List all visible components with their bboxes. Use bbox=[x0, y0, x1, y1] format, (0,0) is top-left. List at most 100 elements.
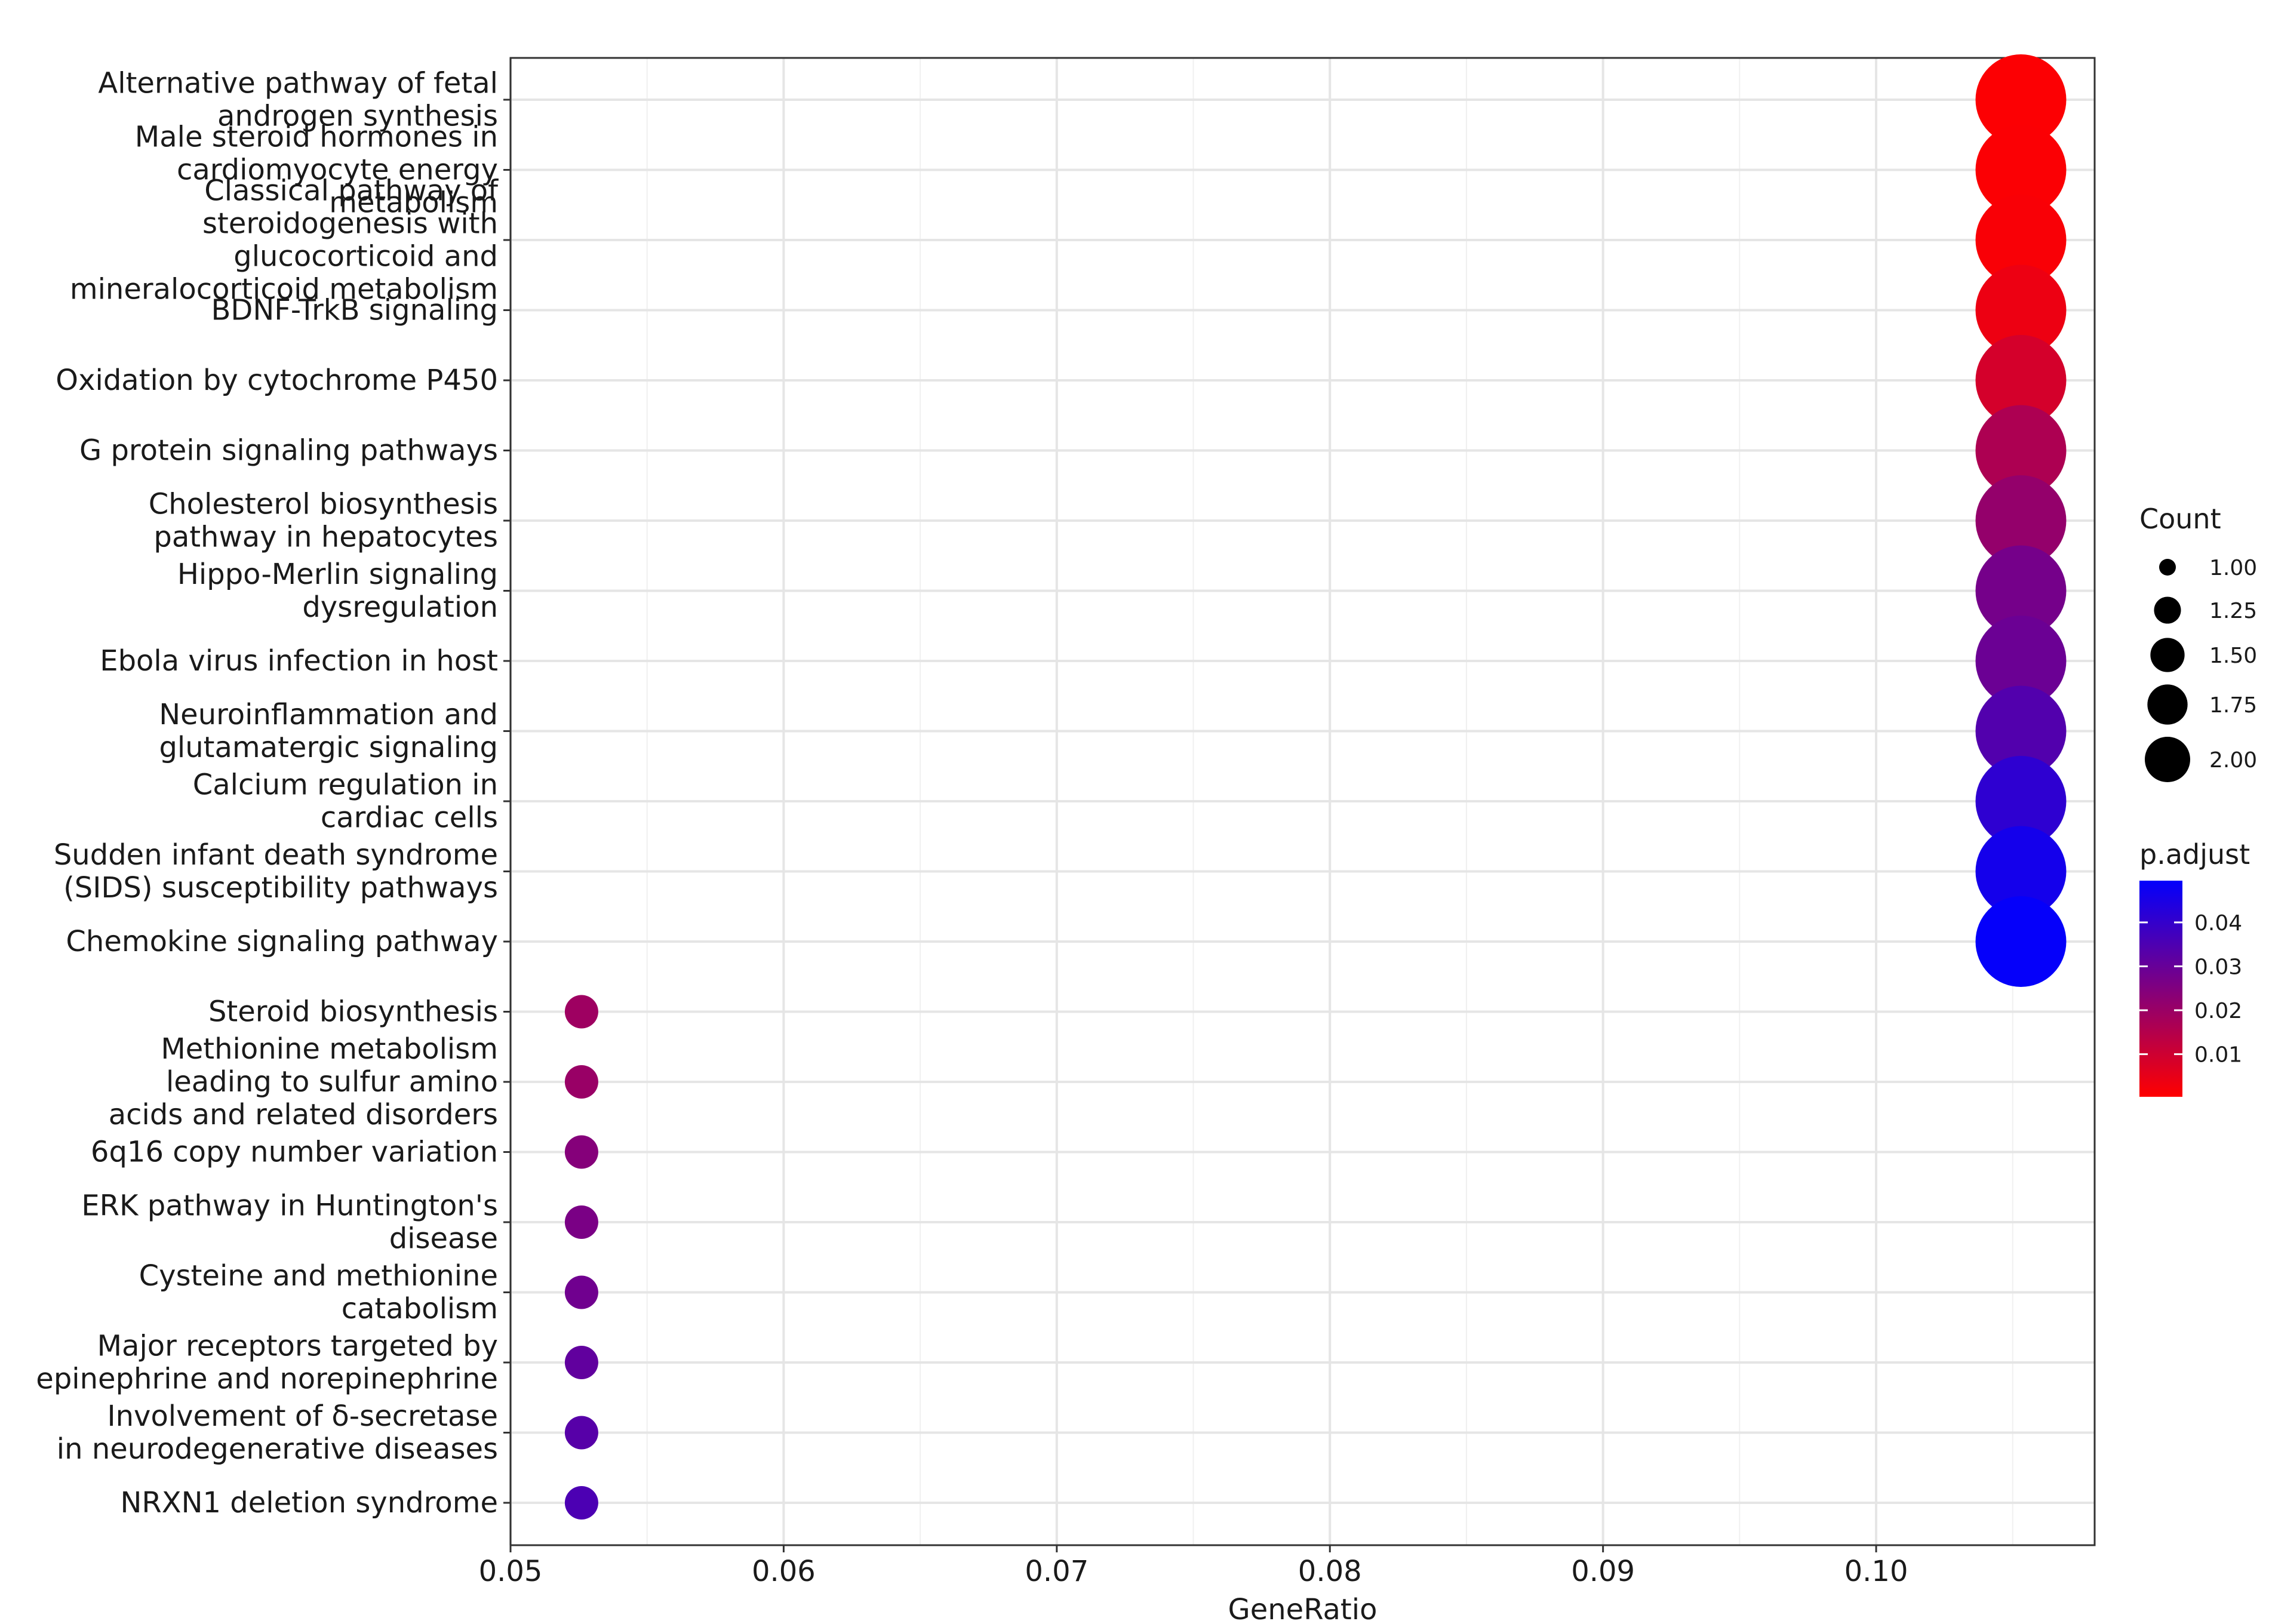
y-tick-label-line: G protein signaling pathways bbox=[79, 434, 498, 467]
count-legend: Count 1.00 1.25 1.50 1.75 2.00 bbox=[2139, 503, 2257, 782]
y-tick-label: Hippo-Merlin signaling dysregulation bbox=[177, 558, 498, 624]
y-tick-label: G protein signaling pathways bbox=[79, 434, 498, 467]
y-tick-label-line: Calcium regulation in bbox=[193, 768, 498, 802]
y-tick-label-line: in neurodegenerative diseases bbox=[57, 1432, 498, 1466]
y-tick-label-line: Major receptors targeted by bbox=[97, 1330, 498, 1363]
y-tick-label: Cysteine and methionine catabolism bbox=[139, 1259, 498, 1325]
x-tick-label: 0.10 bbox=[1844, 1555, 1908, 1588]
y-tick-label: Oxidation by cytochrome P450 bbox=[56, 364, 498, 397]
count-legend-label: 1.00 bbox=[2209, 556, 2257, 580]
data-point bbox=[564, 1135, 598, 1169]
data-point bbox=[1975, 545, 2067, 636]
data-point bbox=[564, 1486, 598, 1520]
y-tick-label-line: glucocorticoid and bbox=[233, 240, 498, 273]
x-axis: 0.05 0.06 0.07 0.08 0.09 0.10 GeneRatio bbox=[479, 1545, 1908, 1624]
y-tick-label-line: metabolism bbox=[329, 186, 498, 220]
y-tick-label-line: Cholesterol biosynthesis bbox=[149, 488, 498, 521]
count-legend-label: 2.00 bbox=[2209, 748, 2257, 773]
data-point bbox=[564, 1275, 598, 1309]
plot-panel bbox=[509, 57, 2096, 1546]
y-tick-label-line: ERK pathway in Huntington's bbox=[81, 1189, 498, 1223]
y-tick-label: Neuroinflammation and glutamatergic signa… bbox=[159, 698, 498, 764]
y-tick-label-line: Neuroinflammation and bbox=[159, 698, 498, 731]
p-adjust-legend-label: 0.02 bbox=[2194, 999, 2242, 1023]
count-legend-label: 1.50 bbox=[2209, 644, 2257, 668]
y-tick-label-line: disease bbox=[389, 1222, 498, 1256]
data-point bbox=[1975, 54, 2067, 145]
data-point bbox=[1975, 195, 2067, 285]
y-tick-label: Calcium regulation in cardiac cells bbox=[193, 768, 498, 835]
y-tick-label-line: Involvement of δ-secretase bbox=[107, 1400, 498, 1433]
x-axis-title: GeneRatio bbox=[1228, 1593, 1378, 1624]
y-tick-label-line: Sudden infant death syndrome bbox=[54, 838, 498, 872]
data-point bbox=[564, 1346, 598, 1379]
y-tick-label-line: cardiac cells bbox=[321, 801, 498, 835]
y-tick-label-line: (SIDS) susceptibility pathways bbox=[63, 871, 498, 905]
y-tick-label-line: cardiomyocyte energy bbox=[177, 153, 498, 187]
y-tick-label: ERK pathway in Huntington's disease bbox=[81, 1189, 498, 1256]
y-tick-label: Involvement of δ-secretase in neurodegene… bbox=[57, 1400, 498, 1466]
y-tick-label-line: Methionine metabolism bbox=[161, 1032, 498, 1066]
y-tick-label: Methionine metabolism leading to sulfur a… bbox=[109, 1032, 498, 1131]
data-point bbox=[1975, 826, 2067, 917]
y-tick-label-line: 6q16 copy number variation bbox=[91, 1136, 498, 1169]
data-point bbox=[1975, 475, 2067, 566]
p-adjust-legend-label: 0.03 bbox=[2194, 955, 2242, 979]
y-tick-label-line: androgen synthesis bbox=[217, 100, 498, 133]
y-tick-label-line: NRXN1 deletion syndrome bbox=[120, 1486, 498, 1520]
x-tick-label: 0.06 bbox=[752, 1555, 816, 1588]
y-tick-label: Cholesterol biosynthesis pathway in hepat… bbox=[149, 488, 498, 554]
count-legend-label: 1.75 bbox=[2209, 693, 2257, 718]
y-tick-label-line: catabolism bbox=[342, 1292, 498, 1325]
y-tick-label: Chemokine signaling pathway bbox=[66, 925, 498, 958]
count-legend-key bbox=[2150, 638, 2185, 672]
p-adjust-colorbar bbox=[2139, 881, 2182, 1097]
data-point bbox=[564, 995, 598, 1029]
y-tick-label-line: Ebola virus infection in host bbox=[100, 644, 498, 678]
y-tick-label-line: Classical pathway of bbox=[204, 174, 499, 208]
y-tick-label: NRXN1 deletion syndrome bbox=[120, 1486, 498, 1520]
data-point bbox=[1975, 896, 2067, 987]
y-axis: Alternative pathway of fetal androgen syn… bbox=[36, 67, 511, 1520]
y-tick-label-line: dysregulation bbox=[302, 590, 498, 624]
y-tick-label: Classical pathway of steroidogenesis with… bbox=[70, 174, 499, 306]
y-tick-label-line: BDNF-TrkB signaling bbox=[211, 294, 498, 327]
data-point bbox=[1975, 756, 2067, 847]
data-point bbox=[1975, 264, 2067, 356]
data-point bbox=[1975, 616, 2067, 706]
count-legend-key bbox=[2147, 684, 2188, 725]
data-point bbox=[1975, 124, 2067, 216]
data-point bbox=[564, 1416, 598, 1450]
p-adjust-legend: p.adjust 0.01 0.02 0.03 0.04 bbox=[2139, 838, 2250, 1097]
y-tick-label-line: epinephrine and norepinephrine bbox=[36, 1362, 498, 1396]
y-tick-label-line: glutamatergic signaling bbox=[159, 731, 498, 764]
y-tick-label: Steroid biosynthesis bbox=[208, 995, 498, 1029]
x-tick-label: 0.09 bbox=[1571, 1555, 1635, 1588]
y-tick-label: 6q16 copy number variation bbox=[91, 1136, 498, 1169]
y-tick-label-line: Oxidation by cytochrome P450 bbox=[56, 364, 498, 397]
y-tick-label-line: Hippo-Merlin signaling bbox=[177, 558, 498, 591]
x-tick-label: 0.07 bbox=[1025, 1555, 1089, 1588]
y-tick-label: BDNF-TrkB signaling bbox=[211, 294, 498, 327]
y-tick-label: Alternative pathway of fetal androgen syn… bbox=[98, 67, 498, 133]
p-adjust-legend-label: 0.04 bbox=[2194, 911, 2242, 936]
y-tick-label-line: Steroid biosynthesis bbox=[208, 995, 498, 1029]
y-tick-label-line: Chemokine signaling pathway bbox=[66, 925, 498, 958]
x-tick-label: 0.05 bbox=[479, 1555, 543, 1588]
data-point bbox=[1975, 685, 2067, 777]
y-tick-label-line: leading to sulfur amino bbox=[166, 1065, 498, 1099]
data-point bbox=[564, 1065, 598, 1099]
y-tick-label: Major receptors targeted by epinephrine a… bbox=[36, 1330, 498, 1396]
y-tick-label-line: pathway in hepatocytes bbox=[153, 521, 498, 554]
data-points bbox=[564, 54, 2067, 1520]
p-adjust-legend-label: 0.01 bbox=[2194, 1043, 2242, 1068]
data-point bbox=[1975, 335, 2067, 426]
y-tick-label-line: steroidogenesis with bbox=[202, 207, 498, 241]
count-legend-key bbox=[2159, 559, 2176, 576]
count-legend-key bbox=[2154, 596, 2181, 624]
y-tick-label-line: Cysteine and methionine bbox=[139, 1259, 498, 1293]
y-tick-label-line: Male steroid hormones in bbox=[135, 121, 498, 154]
x-tick-label: 0.08 bbox=[1298, 1555, 1362, 1588]
data-point bbox=[1975, 405, 2067, 496]
